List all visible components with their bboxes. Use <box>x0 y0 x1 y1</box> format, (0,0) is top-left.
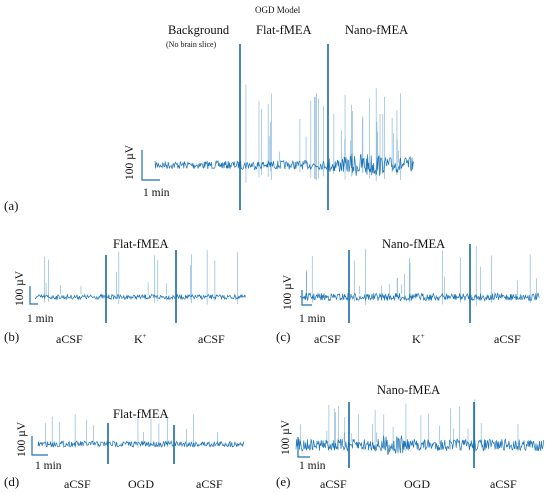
panel-a-trace-background <box>154 159 240 170</box>
panel-b-title: Flat-fMEA <box>113 237 169 251</box>
panel-e-letter: (e) <box>276 474 291 489</box>
panel-c-condition-2: K+ <box>412 332 425 346</box>
panel-e-scale-bar <box>297 437 310 458</box>
panel-e-condition-3: aCSF <box>490 477 517 491</box>
panel-d-scale-y-label: 100 µV <box>16 421 28 457</box>
panel-a-scale-y-label: 100 µV <box>124 144 136 180</box>
panel-c-scale-bar <box>301 290 312 306</box>
panel-e-scale-x-label: 1 min <box>299 460 326 472</box>
panel-b-condition-1: aCSF <box>56 332 83 346</box>
panel-e-title: Nano-fMEA <box>377 383 441 397</box>
superscript-plus: + <box>420 332 425 340</box>
panel-d-condition-1: aCSF <box>64 477 91 491</box>
panel-a-scale-x-label: 1 min <box>143 187 170 199</box>
panel-c-condition-3: aCSF <box>494 332 521 346</box>
panel-d-condition-3: aCSF <box>196 477 223 491</box>
panel-b-scale-y-label: 100 µV <box>14 270 26 306</box>
panel-e-scale-y-label: 100 µV <box>280 419 292 455</box>
panel-a-segment-background-label: Background <box>168 23 230 37</box>
panel-c-trace <box>299 292 540 302</box>
panel-d-scale-x-label: 1 min <box>35 460 62 472</box>
panel-c-letter: (c) <box>276 329 291 344</box>
panel-e-condition-1: aCSF <box>320 477 347 491</box>
panel-a-segment-flat-label: Flat-fMEA <box>256 23 312 37</box>
panel-d-letter: (d) <box>4 474 20 489</box>
panel-b-condition-3: aCSF <box>198 332 225 346</box>
panel-b-condition-2-text: K+ <box>134 332 147 346</box>
panel-a-letter: (a) <box>4 198 19 213</box>
panel-d-trace <box>37 440 245 448</box>
superscript-plus: + <box>142 332 147 340</box>
panel-a-scale-bar <box>141 150 160 181</box>
panel-e-trace <box>295 435 545 455</box>
panel-a-segment-nano-label: Nano-fMEA <box>345 23 409 37</box>
panel-a-segment-background-sublabel: (No brain slice) <box>166 40 217 49</box>
panel-b-scale-x-label: 1 min <box>27 313 54 325</box>
panel-a-top-label: OGD Model <box>255 5 301 15</box>
panel-e-condition-2: OGD <box>404 477 430 491</box>
panel-b-condition-2: K+ <box>134 332 147 346</box>
panel-a-trace-nano <box>327 153 415 176</box>
panel-d-condition-2: OGD <box>128 477 154 491</box>
panel-c-condition-1: aCSF <box>314 332 341 346</box>
panel-a-trace-flat <box>239 159 328 171</box>
panel-d-scale-bar <box>31 436 48 456</box>
panel-b-scale-bar <box>29 286 38 305</box>
panel-c-title: Nano-fMEA <box>382 237 446 251</box>
panel-b-letter: (b) <box>4 329 20 344</box>
panel-c-scale-y-label: 100 µV <box>282 274 294 310</box>
panel-c-scale-x-label: 1 min <box>299 313 326 325</box>
panel-d-title: Flat-fMEA <box>113 407 169 421</box>
panel-b-trace <box>34 293 246 301</box>
